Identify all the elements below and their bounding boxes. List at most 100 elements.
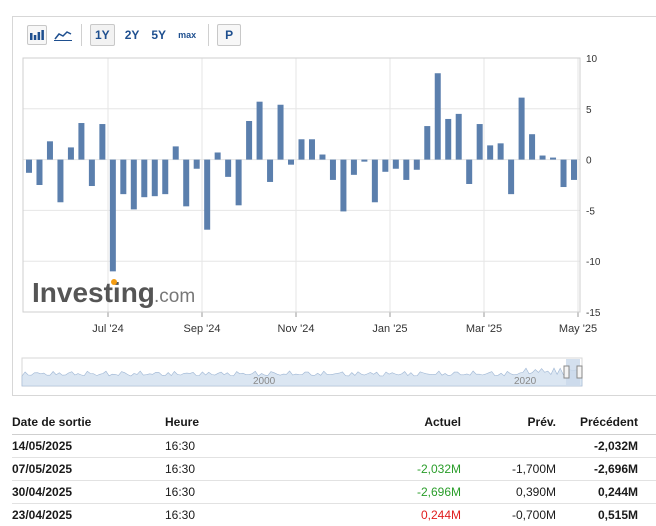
range-navigator[interactable]: 2000 2020 [21, 357, 583, 387]
bar[interactable] [141, 159, 148, 198]
bar[interactable] [109, 159, 116, 272]
bar[interactable] [403, 159, 410, 180]
release-table: Date de sortie Heure Actuel Prév. Précéd… [12, 410, 656, 526]
bar[interactable] [67, 147, 74, 160]
bar[interactable] [204, 159, 211, 230]
row-forecast: -1,700M [511, 462, 556, 476]
bar[interactable] [329, 159, 336, 180]
logo-dot-icon [111, 279, 117, 285]
plot-frame [22, 57, 581, 313]
row-actual: 0,244M [420, 508, 461, 522]
bar[interactable] [193, 159, 200, 169]
bar-series [26, 73, 577, 272]
row-previous: 0,515M [597, 508, 638, 522]
bar[interactable] [288, 159, 295, 165]
bar[interactable] [455, 113, 462, 160]
bar[interactable] [340, 159, 347, 212]
bar-chart-icon[interactable] [27, 25, 47, 45]
bar[interactable] [120, 159, 127, 195]
bar[interactable] [550, 157, 557, 160]
header-previous: Précédent [579, 415, 638, 429]
bar[interactable] [88, 159, 95, 187]
range-max-button[interactable]: max [178, 30, 197, 40]
row-forecast: 0,390M [515, 485, 556, 499]
bar[interactable] [277, 104, 284, 160]
table-row: 30/04/2025 16:30 -2,696M 0,390M 0,244M [12, 481, 656, 504]
bar[interactable] [214, 152, 221, 160]
x-tick-label: Jul '24 [92, 323, 123, 335]
bar[interactable] [529, 134, 536, 160]
bar[interactable] [434, 73, 441, 160]
navigator-right-handle[interactable] [576, 365, 583, 379]
bar[interactable] [445, 118, 452, 160]
bar[interactable] [539, 155, 546, 160]
bar[interactable] [571, 159, 577, 180]
bar[interactable] [371, 159, 378, 203]
bar[interactable] [246, 120, 253, 160]
y-tick-label: 0 [586, 156, 592, 167]
logo-suffix: .com [154, 286, 195, 307]
bar[interactable] [382, 159, 389, 172]
row-date: 23/04/2025 [12, 508, 73, 522]
row-time: 16:30 [165, 439, 196, 453]
bar[interactable] [560, 159, 567, 188]
bar[interactable] [361, 159, 368, 162]
bar[interactable] [151, 159, 158, 197]
y-tick-label: 10 [586, 54, 598, 65]
investing-logo: Investing .com [32, 277, 195, 308]
x-tick-label: May '25 [559, 323, 597, 335]
range-2y-button[interactable]: 2Y [124, 28, 140, 42]
bar[interactable] [256, 101, 263, 160]
header-forecast: Prév. [527, 415, 556, 429]
bar[interactable] [487, 145, 494, 160]
row-actual: -2,696M [416, 485, 461, 499]
row-forecast: -0,700M [511, 508, 556, 522]
range-1y-button[interactable]: 1Y [90, 24, 115, 46]
bar[interactable] [308, 139, 315, 160]
bar[interactable] [350, 159, 357, 175]
bar[interactable] [46, 141, 53, 160]
bar[interactable] [78, 123, 85, 160]
bar[interactable] [466, 159, 473, 184]
bar[interactable] [508, 159, 515, 195]
p-button[interactable]: P [217, 24, 242, 46]
bar[interactable] [298, 139, 305, 160]
table-header-row: Date de sortie Heure Actuel Prév. Précéd… [12, 410, 656, 435]
x-tick-label: Sep '24 [184, 323, 221, 335]
x-tick-label: Mar '25 [466, 323, 502, 335]
bar[interactable] [267, 159, 274, 182]
navigator-label-2020: 2020 [514, 376, 537, 387]
toolbar-separator [208, 24, 210, 46]
bar[interactable] [183, 159, 190, 207]
x-tick-label: Nov '24 [278, 323, 315, 335]
bar[interactable] [424, 126, 431, 160]
bar[interactable] [413, 159, 420, 170]
bar[interactable] [235, 159, 242, 206]
row-time: 16:30 [165, 485, 196, 499]
chart-container: 1Y 2Y 5Y max P [12, 16, 656, 396]
bar[interactable] [497, 143, 504, 160]
bar[interactable] [130, 159, 137, 210]
table-row: 14/05/2025 16:30 -2,032M [12, 435, 656, 458]
bar-chart: 10 5 0 -5 -10 -15 Jul '24 Sep '24 Nov '24 Jan '25… [21, 54, 601, 387]
bar[interactable] [172, 146, 179, 160]
bar[interactable] [99, 124, 106, 160]
row-date: 30/04/2025 [12, 485, 73, 499]
bar[interactable] [162, 159, 169, 195]
bar[interactable] [319, 154, 326, 160]
bar[interactable] [57, 159, 64, 203]
bar[interactable] [518, 97, 525, 160]
logo-main: Investing [32, 277, 155, 308]
bar[interactable] [26, 159, 32, 173]
bar[interactable] [476, 124, 483, 160]
bar[interactable] [392, 159, 399, 169]
line-chart-icon[interactable] [53, 25, 73, 45]
bar[interactable] [225, 159, 232, 177]
axes: 10 5 0 -5 -10 -15 Jul '24 Sep '24 Nov '24 Jan '25… [22, 54, 601, 335]
row-time: 16:30 [165, 462, 196, 476]
bar[interactable] [36, 159, 43, 185]
navigator-left-handle[interactable] [563, 365, 570, 379]
y-tick-label: -15 [586, 308, 601, 319]
toolbar-separator [81, 24, 82, 46]
range-5y-button[interactable]: 5Y [151, 28, 167, 42]
